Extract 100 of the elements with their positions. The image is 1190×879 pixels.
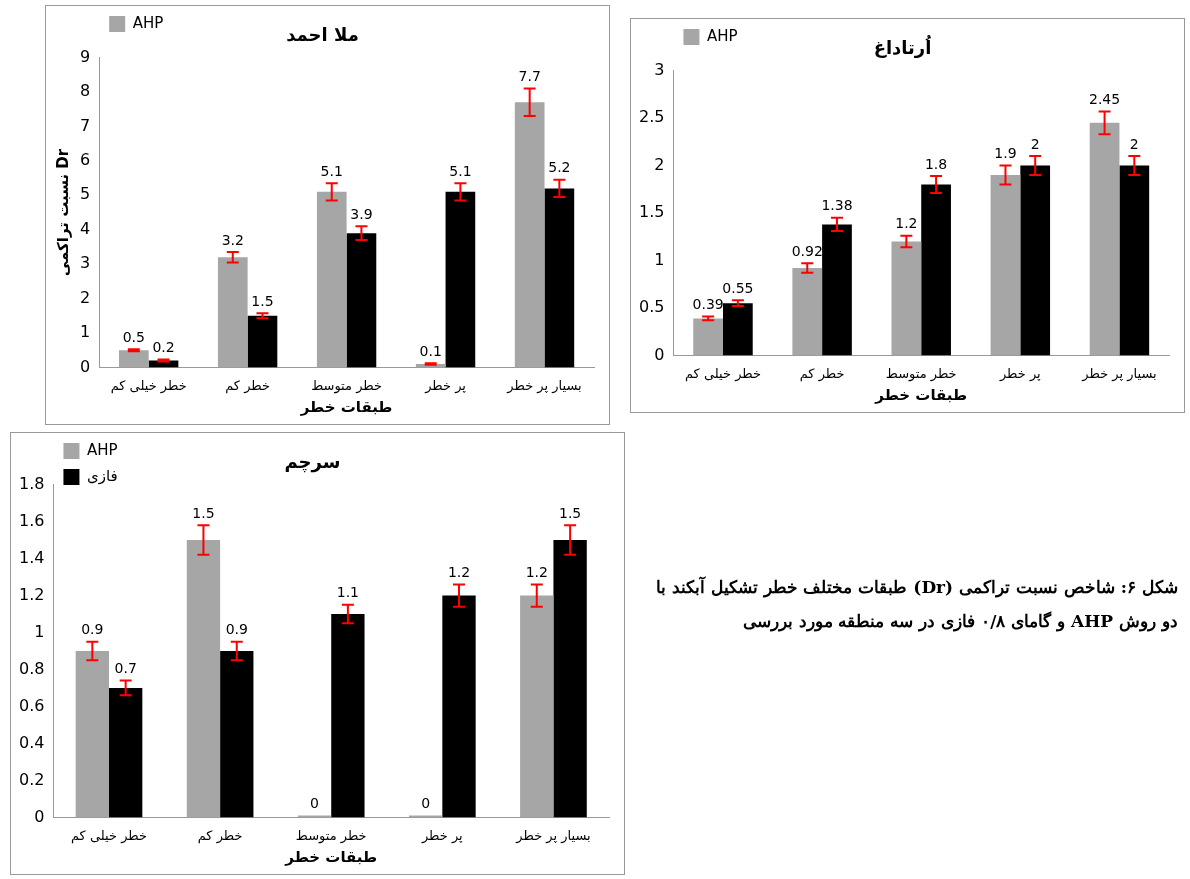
y-tick-label: 1 [654, 249, 665, 269]
bar [792, 268, 823, 356]
bar [544, 188, 575, 368]
data-label: 5.1 [320, 162, 343, 179]
data-label: 1.5 [251, 293, 274, 309]
text: شکل ۶: شاخص نسبت تراکمی (Dr) طبقات مختلف خطر تشکیل آبکند با دو روش AHP و گامای ۰/۸ فازی در سه منطقه مورد بررسی [654, 575, 1178, 634]
y-tick-label: 3 [79, 253, 91, 273]
bar [1020, 165, 1051, 356]
data-label: 0.9 [225, 621, 248, 638]
data-label: 0.5 [122, 328, 145, 345]
y-tick-label: 2 [79, 287, 91, 307]
data-label: 5.2 [548, 159, 571, 176]
bar [990, 175, 1021, 356]
legend-label: AHP [706, 26, 738, 45]
bar [186, 540, 221, 818]
data-label: 0.92 [791, 242, 823, 259]
data-label: 1.8 [924, 155, 948, 172]
x-tick-label: خطر کم [197, 827, 243, 844]
data-label: 2 [1129, 135, 1139, 152]
bar [118, 350, 149, 368]
data-label: 1.2 [895, 215, 918, 232]
bar [109, 687, 143, 818]
legend-label: AHP [132, 13, 164, 32]
legend-label: AHP [86, 440, 118, 459]
y-tick-label: 0 [654, 344, 665, 364]
x-axis-title: طبقات خطر [299, 397, 393, 416]
data-label: 0.9 [81, 621, 104, 638]
y-tick-label: 7 [79, 115, 91, 135]
bar [316, 191, 347, 368]
chart-title: سرچم [284, 451, 341, 474]
bar [217, 257, 248, 368]
data-label: 0.1 [419, 342, 442, 359]
data-label: 1.5 [558, 504, 582, 521]
y-tick-label: 0 [79, 356, 91, 376]
x-tick-label: خطر متوسط [885, 365, 957, 382]
x-tick-label: بسیار پر خطر [515, 827, 591, 844]
bar [520, 595, 554, 818]
chart-title: ملا احمد [286, 24, 359, 46]
data-label: 1.5 [192, 504, 215, 521]
x-tick-label: خطر خیلی کم [110, 377, 187, 394]
x-tick-label: خطر متوسط [311, 377, 383, 394]
y-tick-label: 1.4 [18, 547, 45, 567]
y-tick-label: 0.5 [638, 297, 665, 317]
data-label: 0.39 [692, 296, 724, 313]
y-tick-label: 0.4 [18, 732, 45, 752]
data-label: 1.9 [994, 145, 1017, 162]
y-tick-label: 0 [34, 806, 45, 826]
data-label: 1.2 [525, 564, 548, 581]
bar [1119, 165, 1150, 356]
data-label: 3.9 [350, 205, 373, 222]
data-label: 7.7 [518, 68, 541, 85]
data-label: 1.1 [336, 584, 360, 601]
data-label: 0 [310, 795, 320, 812]
y-tick-label: 0.8 [18, 658, 45, 678]
y-tick-label: 4 [79, 218, 91, 238]
bar [445, 191, 476, 368]
x-axis-title: طبقات خطر [284, 847, 378, 866]
y-tick-label: 1 [79, 322, 91, 342]
bar [331, 614, 365, 818]
x-axis-title: طبقات خطر [874, 385, 968, 404]
y-tick-label: 1.5 [638, 202, 665, 222]
x-tick-label: بسیار پر خطر [506, 377, 582, 394]
bar [553, 540, 587, 818]
bar [247, 315, 278, 368]
y-tick-label: 8 [79, 81, 91, 101]
bar [693, 318, 723, 356]
y-tick-label: 1.8 [18, 473, 45, 493]
y-tick-label: 0.2 [18, 769, 45, 789]
bar [442, 595, 476, 818]
data-label: 3.2 [221, 231, 244, 248]
x-tick-label: بسیار پر خطر [1081, 365, 1157, 382]
bar [723, 303, 753, 356]
y-tick-label: 9 [79, 46, 91, 66]
bar [822, 224, 852, 356]
y-tick-label: 0.6 [18, 695, 45, 715]
x-tick-label: خطر کم [225, 377, 271, 394]
bar [514, 102, 545, 368]
y-tick-label: 1 [34, 621, 45, 641]
x-tick-label: پر خطر [420, 827, 464, 844]
bar [220, 651, 254, 818]
data-label: 0.55 [722, 279, 754, 296]
bar [75, 651, 109, 818]
legend-label: فازی [86, 466, 118, 485]
data-label: 0 [421, 795, 431, 812]
x-tick-label: خطر خیلی کم [70, 827, 148, 844]
y-tick-label: 2.5 [638, 107, 665, 127]
x-tick-label: پر خطر [998, 365, 1042, 382]
data-label: 5.1 [449, 162, 472, 179]
chart-title: اُرتاداغ [873, 33, 932, 59]
data-label: 2.45 [1088, 91, 1121, 108]
data-label: 0.2 [152, 339, 175, 356]
data-label: 1.2 [447, 564, 471, 581]
x-tick-label: خطر متوسط [295, 827, 367, 844]
bar [921, 184, 951, 356]
bar [346, 233, 377, 368]
bar [1089, 122, 1120, 356]
data-label: 2 [1030, 135, 1040, 152]
y-tick-label: 2 [654, 154, 665, 174]
y-tick-label: 5 [79, 184, 91, 204]
y-tick-label: 3 [654, 59, 665, 79]
